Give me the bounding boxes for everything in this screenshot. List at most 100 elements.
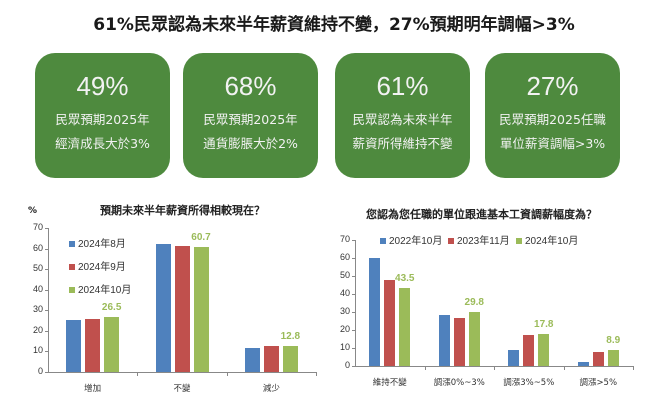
legend-label: 2023年11月: [457, 236, 510, 247]
data-label: 43.5: [395, 272, 415, 284]
y-tick-label: 20: [32, 324, 43, 335]
legend-label: 2024年8月: [78, 239, 126, 250]
bar-1: [369, 258, 381, 366]
x-category-label: 調漲0%~3%: [433, 378, 485, 388]
data-label: 26.5: [101, 302, 122, 314]
y-tick-label: 30: [32, 304, 43, 315]
y-tick-label: 60: [339, 252, 350, 262]
y-tick-mark: [45, 289, 49, 291]
stat-card: 68% 民眾預期2025年 通貨膨脹大於2%: [183, 53, 318, 178]
y-tick-mark: [352, 276, 356, 277]
stat-card: 49% 民眾預期2025年 經濟成長大於3%: [35, 53, 170, 178]
legend-item: 2022年10月: [380, 232, 442, 247]
data-label: 8.9: [606, 334, 621, 346]
stat-caption-line1: 民眾認為未來半年: [352, 112, 453, 127]
legend-swatch: [516, 238, 522, 245]
x-tick-mark: [424, 366, 426, 370]
legend-swatch: [69, 287, 75, 294]
stat-caption-line1: 民眾預期2025年: [55, 112, 150, 127]
bar-3: [282, 345, 298, 372]
stat-caption-line2: 經濟成長大於3%: [55, 136, 150, 151]
y-tick-label: 10: [339, 342, 350, 352]
bar-3: [538, 333, 550, 366]
x-category-label: 不變: [173, 384, 191, 394]
legend-label: 2022年10月: [389, 236, 443, 247]
bar-2: [592, 352, 604, 366]
data-label: 60.7: [191, 232, 211, 244]
legend-item: 2024年10月: [69, 281, 131, 296]
legend-item: 2023年11月: [448, 232, 510, 247]
y-axis-unit: %: [28, 206, 38, 216]
y-tick-label: 40: [32, 283, 43, 294]
y-tick-mark: [352, 348, 356, 349]
y-tick-mark: [45, 372, 49, 373]
chart-title: 您認為您任職的單位跟進基本工資調薪幅度為？: [366, 208, 597, 221]
x-tick-mark: [226, 372, 228, 376]
y-tick-mark: [352, 258, 356, 259]
x-category-label: 減少: [262, 384, 280, 394]
y-tick-mark: [352, 240, 356, 241]
y-tick-mark: [352, 330, 356, 331]
bar-2: [384, 279, 396, 366]
x-tick-mark: [563, 366, 565, 370]
legend-swatch: [69, 241, 75, 248]
stat-caption-line2: 薪資所得維持不變: [352, 136, 453, 151]
x-category-label: 調漲>5%: [579, 378, 618, 388]
bar-3: [468, 312, 480, 366]
y-tick-label: 60: [32, 242, 43, 253]
stat-caption-line1: 民眾預期2025年: [203, 112, 298, 127]
stat-card: 27% 民眾預期2025任職 單位薪資調幅>3%: [485, 53, 620, 178]
y-tick-label: 40: [339, 288, 350, 298]
bar-3: [607, 349, 619, 366]
legend-swatch: [448, 238, 454, 245]
y-tick-label: 30: [339, 306, 350, 316]
y-tick-mark: [45, 228, 49, 229]
y-tick-mark: [352, 366, 356, 367]
bar-2: [523, 334, 535, 366]
y-tick-mark: [352, 312, 356, 313]
x-tick-mark: [494, 366, 495, 370]
legend-label: 2024年9月: [78, 262, 126, 273]
stat-value: 49%: [76, 71, 129, 101]
bar-3: [104, 317, 120, 372]
y-tick-label: 50: [32, 263, 43, 274]
data-label: 29.8: [464, 297, 484, 309]
y-axis: [48, 228, 49, 372]
legend-item: 2024年9月: [69, 258, 126, 273]
stat-card: 61% 民眾認為未來半年 薪資所得維持不變: [335, 53, 470, 178]
legend-item: 2024年10月: [516, 232, 578, 247]
y-tick-label: 50: [339, 270, 350, 280]
y-tick-mark: [45, 351, 49, 353]
bar-1: [438, 315, 450, 366]
wage-adjustment-chart: 您認為您任職的單位跟進基本工資調薪幅度為？ 0 10 20 30 40 50 60 70 43.5…: [334, 195, 668, 408]
stat-value: 27%: [526, 71, 579, 101]
y-axis: [355, 240, 356, 366]
data-label: 12.8: [280, 330, 301, 342]
x-tick-mark: [137, 372, 139, 376]
y-tick-mark: [45, 310, 49, 312]
x-category-label: 調漲3%~5%: [503, 378, 555, 388]
stat-value: 61%: [376, 71, 429, 101]
bar-1: [66, 319, 82, 372]
bar-2: [85, 318, 101, 372]
bar-3: [399, 287, 411, 366]
y-tick-mark: [45, 269, 49, 271]
legend-item: 2024年8月: [69, 235, 126, 250]
bar-1: [577, 361, 589, 366]
salary-expectation-chart: 預期未來半年薪資所得相較現在？% 0 10 20 30 40 50 60 70 26.5 增加 60.…: [0, 195, 330, 408]
y-tick-label: 0: [344, 360, 350, 370]
stat-value: 68%: [224, 71, 277, 101]
bar-2: [453, 317, 465, 366]
y-tick-label: 70: [339, 234, 350, 244]
legend-label: 2024年10月: [78, 285, 132, 296]
y-tick-mark: [45, 330, 49, 332]
bar-1: [508, 349, 520, 366]
y-tick-mark: [352, 294, 356, 295]
bar-3: [193, 247, 209, 372]
x-axis: [48, 372, 316, 373]
stat-caption-line2: 通貨膨脹大於2%: [203, 136, 298, 151]
bar-1: [155, 244, 171, 372]
legend-label: 2024年10月: [525, 236, 579, 247]
page-title: 61%民眾認為未來半年薪資維持不變，27%預期明年調幅>3%: [93, 15, 575, 35]
x-category-label: 維持不變: [372, 378, 407, 388]
